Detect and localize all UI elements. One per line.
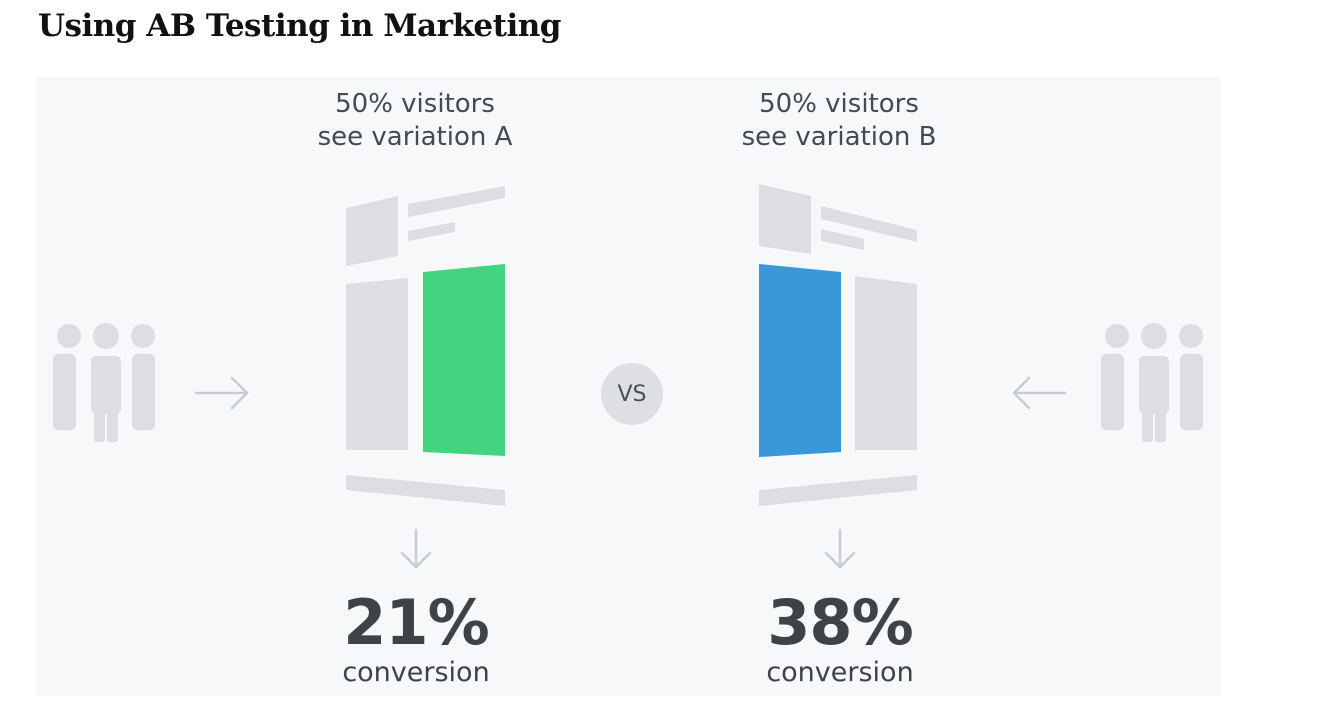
arrow-right-icon <box>194 376 249 410</box>
variation-a-caption-line1: 50% visitors <box>335 89 495 119</box>
arrow-down-icon-b <box>824 528 856 569</box>
variation-a-conversion-label: conversion <box>342 657 490 688</box>
webpage-wireframe-icon-b <box>759 184 917 506</box>
variation-a-percent: 21% <box>343 586 489 659</box>
arrow-down-icon-a <box>400 528 432 569</box>
page-title: Using AB Testing in Marketing <box>38 8 561 44</box>
arrow-left-icon <box>1012 376 1067 410</box>
webpage-wireframe-icon-a <box>346 186 505 506</box>
variation-b-percent: 38% <box>767 586 913 659</box>
variation-a-caption-line2: see variation A <box>317 122 513 152</box>
vs-badge: VS <box>601 363 663 425</box>
variation-b-caption: 50% visitors see variation B <box>679 88 999 154</box>
people-group-icon-left <box>53 323 155 442</box>
variation-b-conversion-label: conversion <box>766 657 914 688</box>
variation-b-caption-line2: see variation B <box>741 122 937 152</box>
people-group-icon-right <box>1101 323 1203 442</box>
variation-b-caption-line1: 50% visitors <box>759 89 919 119</box>
variation-a-caption: 50% visitors see variation A <box>255 88 575 154</box>
